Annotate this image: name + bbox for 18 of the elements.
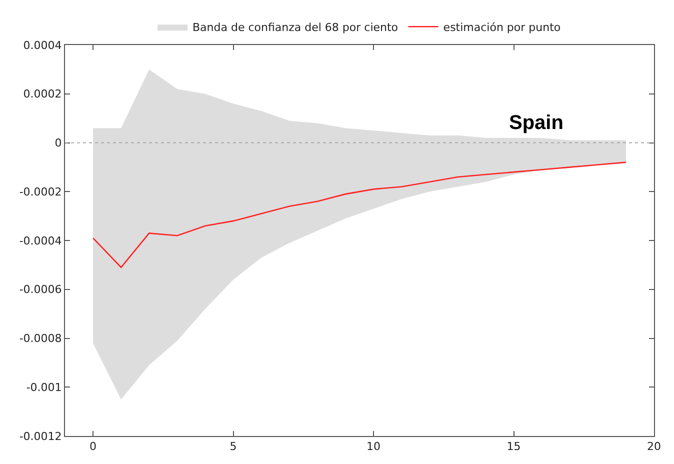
x-tick-label: 0 <box>90 440 97 454</box>
y-tick-label: 0.0004 <box>23 38 62 52</box>
y-tick-label: -0.0004 <box>19 234 62 248</box>
y-tick-label: -0.0002 <box>19 185 62 198</box>
legend-label: estimación por punto <box>443 20 561 34</box>
x-tick-label: 10 <box>366 440 381 454</box>
y-tick-label: -0.001 <box>26 380 62 394</box>
y-tick-label: 0 <box>54 136 62 150</box>
y-tick-label: 0.0002 <box>23 88 62 101</box>
y-tick-label: -0.0008 <box>19 332 62 346</box>
x-tick-label: 15 <box>506 440 521 454</box>
text: Spain <box>509 112 564 134</box>
line-series <box>92 162 627 268</box>
x-tick-label: 5 <box>230 440 237 454</box>
x-tick-label: 20 <box>647 440 661 454</box>
y-tick-label: -0.0012 <box>19 430 62 443</box>
text: Banda de confianza del 68 por ciento <box>192 20 398 34</box>
y-tick-label: -0.0006 <box>19 283 62 296</box>
